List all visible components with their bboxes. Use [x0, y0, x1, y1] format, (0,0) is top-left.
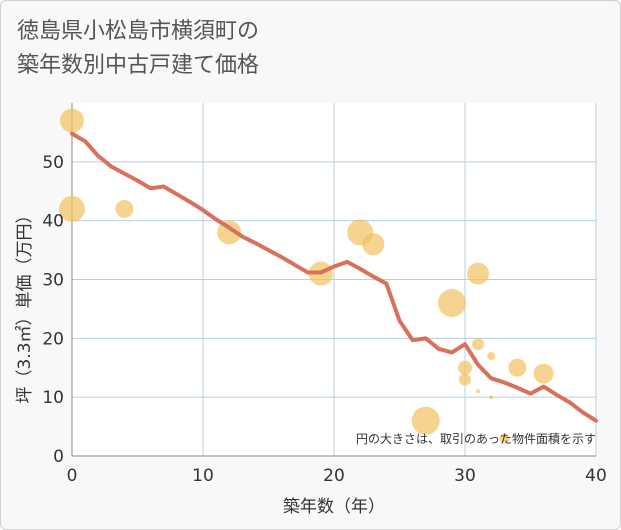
bubble-point — [472, 338, 485, 351]
bubble-point — [476, 389, 481, 394]
bubble-point — [362, 233, 385, 256]
bubble-point — [533, 363, 554, 384]
average-line-series — [70, 131, 598, 423]
y-tick-label: 0 — [53, 447, 64, 467]
y-tick-label: 20 — [42, 329, 64, 349]
average-price-line — [70, 131, 598, 423]
bubble-point — [458, 360, 472, 375]
x-tick-label: 30 — [454, 466, 476, 486]
y-tick-labels: 0 10 20 30 40 50 — [42, 153, 64, 467]
size-note: 円の大きさは、取引のあった物件面積を示す — [356, 431, 596, 446]
bubble-point — [499, 433, 510, 444]
bubble-point — [60, 108, 84, 133]
bubble-point — [115, 199, 134, 218]
bubble-point — [437, 289, 466, 318]
grid-lines — [72, 103, 597, 456]
bubble-point — [508, 358, 527, 377]
x-axis-label: 築年数（年） — [283, 497, 385, 517]
bubble-series — [59, 108, 554, 444]
bubble-point — [467, 262, 490, 285]
y-axis-label: 坪（3.3㎡）単価（万円） — [15, 206, 35, 403]
bubble-point — [459, 373, 471, 386]
x-tick-label: 0 — [67, 466, 78, 486]
y-tick-label: 10 — [42, 388, 64, 408]
bubble-point — [59, 195, 85, 222]
bubble-point — [489, 395, 494, 400]
chart-title: 徳島県小松島市横須町の 築年数別中古戸建て価格 — [17, 15, 417, 83]
y-tick-label: 50 — [42, 153, 64, 173]
y-tick-label: 40 — [42, 212, 64, 232]
bubble-point — [487, 351, 496, 360]
bubble-point — [217, 220, 242, 245]
x-tick-labels: 0 10 20 30 40 — [67, 466, 607, 486]
y-tick-label: 30 — [42, 271, 64, 291]
x-tick-label: 40 — [585, 466, 607, 486]
chart-title-line2: 築年数別中古戸建て価格 — [17, 53, 260, 78]
chart-title-line1: 徳島県小松島市横須町の — [17, 19, 260, 44]
x-tick-label: 10 — [192, 466, 214, 486]
bubble-point — [411, 406, 440, 435]
x-tick-label: 20 — [323, 466, 345, 486]
